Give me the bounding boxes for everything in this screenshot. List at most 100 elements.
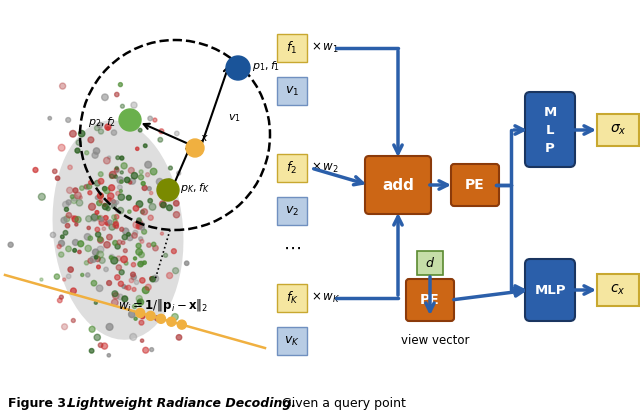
Circle shape (114, 175, 118, 178)
Circle shape (116, 256, 121, 261)
Circle shape (173, 212, 180, 218)
Circle shape (67, 187, 73, 193)
Circle shape (113, 240, 118, 245)
Circle shape (61, 324, 67, 330)
Circle shape (131, 272, 136, 277)
Circle shape (120, 104, 124, 108)
Circle shape (158, 137, 163, 142)
Circle shape (136, 295, 142, 302)
Circle shape (131, 274, 136, 280)
Circle shape (84, 151, 89, 155)
Circle shape (86, 184, 92, 189)
Circle shape (97, 246, 104, 253)
Circle shape (120, 227, 124, 231)
Circle shape (141, 181, 145, 186)
Circle shape (152, 242, 156, 247)
FancyBboxPatch shape (365, 156, 431, 214)
Circle shape (76, 140, 81, 145)
Circle shape (81, 273, 84, 276)
Circle shape (122, 228, 129, 234)
Text: PE: PE (420, 293, 440, 307)
Circle shape (114, 221, 118, 226)
Circle shape (157, 314, 166, 323)
Text: $\sigma_x$: $\sigma_x$ (610, 123, 627, 137)
Circle shape (99, 220, 104, 226)
Circle shape (176, 334, 182, 340)
Circle shape (123, 124, 127, 129)
Circle shape (124, 177, 130, 183)
Circle shape (132, 305, 136, 309)
Circle shape (120, 180, 123, 183)
Circle shape (133, 205, 139, 211)
Circle shape (116, 156, 120, 160)
Circle shape (166, 273, 173, 278)
Circle shape (106, 223, 109, 226)
Text: view vector: view vector (401, 334, 469, 347)
Circle shape (102, 227, 106, 230)
Text: P: P (545, 142, 555, 154)
Circle shape (95, 181, 100, 186)
Circle shape (139, 222, 145, 227)
Circle shape (113, 293, 119, 299)
Text: M: M (543, 105, 557, 119)
Circle shape (88, 137, 94, 143)
Circle shape (141, 209, 148, 215)
Circle shape (94, 301, 97, 304)
Circle shape (102, 204, 108, 210)
Circle shape (107, 234, 112, 240)
Circle shape (88, 191, 92, 195)
Circle shape (142, 186, 147, 190)
Circle shape (139, 170, 143, 174)
Circle shape (153, 118, 157, 122)
Circle shape (109, 174, 114, 178)
Circle shape (84, 184, 90, 189)
Circle shape (100, 194, 103, 198)
Circle shape (133, 222, 140, 228)
Text: L: L (546, 124, 554, 137)
Circle shape (90, 256, 97, 262)
Circle shape (129, 311, 135, 317)
Ellipse shape (52, 120, 184, 340)
Circle shape (118, 294, 123, 300)
Circle shape (60, 295, 63, 299)
Circle shape (149, 203, 156, 210)
Circle shape (117, 208, 124, 214)
Circle shape (38, 193, 45, 200)
Circle shape (63, 278, 66, 281)
Circle shape (143, 144, 147, 148)
Circle shape (145, 173, 150, 177)
Text: Given a query point: Given a query point (278, 396, 406, 410)
Circle shape (79, 186, 84, 190)
FancyBboxPatch shape (406, 279, 454, 321)
Text: $d$: $d$ (425, 256, 435, 270)
Circle shape (173, 268, 179, 274)
FancyBboxPatch shape (277, 154, 307, 182)
Text: $w_i = \mathbf{1}/\|\mathbf{p}_i - \mathbf{x}\|_2$: $w_i = \mathbf{1}/\|\mathbf{p}_i - \math… (118, 296, 208, 313)
Circle shape (121, 163, 127, 169)
Circle shape (104, 242, 110, 248)
Circle shape (119, 270, 124, 275)
Circle shape (122, 118, 129, 125)
FancyBboxPatch shape (525, 259, 575, 321)
Circle shape (141, 210, 145, 214)
Circle shape (60, 83, 66, 89)
Circle shape (97, 215, 104, 222)
Circle shape (99, 257, 105, 264)
Circle shape (109, 185, 115, 191)
Circle shape (100, 217, 104, 221)
Circle shape (95, 256, 98, 259)
Circle shape (59, 252, 64, 257)
Circle shape (97, 193, 103, 199)
Circle shape (136, 243, 141, 248)
Circle shape (109, 254, 114, 259)
Circle shape (84, 261, 89, 265)
Circle shape (132, 288, 136, 291)
Circle shape (122, 114, 126, 118)
Circle shape (107, 354, 111, 357)
Circle shape (147, 187, 151, 190)
Circle shape (65, 223, 70, 228)
Circle shape (92, 214, 98, 220)
Circle shape (88, 258, 93, 264)
Circle shape (106, 221, 109, 225)
Circle shape (150, 168, 157, 175)
